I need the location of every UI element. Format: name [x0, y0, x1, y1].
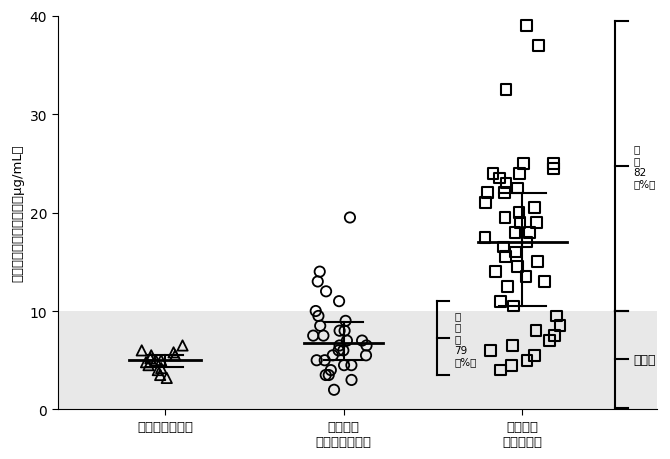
Point	[498, 244, 509, 251]
Point	[511, 249, 521, 256]
Point	[346, 376, 357, 384]
Point	[308, 332, 318, 340]
Point	[496, 367, 507, 374]
Point	[338, 347, 348, 354]
Point	[531, 327, 541, 335]
Point	[321, 288, 332, 295]
Point	[549, 332, 559, 340]
Point	[334, 298, 344, 305]
Point	[522, 239, 533, 246]
Point	[155, 371, 165, 379]
Point	[548, 160, 559, 168]
Point	[334, 342, 345, 349]
Point	[531, 219, 542, 227]
Point	[514, 170, 525, 178]
Point	[156, 364, 167, 372]
Point	[318, 332, 329, 340]
Point	[494, 175, 505, 182]
Point	[548, 165, 559, 173]
Point	[360, 352, 371, 359]
Point	[507, 362, 517, 369]
Point	[143, 362, 154, 369]
Point	[161, 375, 172, 382]
Point	[488, 170, 498, 178]
Text: 感
度
82
（%）: 感 度 82 （%）	[633, 144, 656, 189]
Point	[514, 209, 525, 217]
Point	[513, 185, 523, 192]
Point	[150, 357, 161, 364]
Point	[320, 371, 331, 379]
Point	[480, 234, 490, 241]
Point	[313, 313, 324, 320]
Point	[339, 362, 350, 369]
Point	[522, 357, 533, 364]
Point	[346, 362, 356, 369]
Point	[521, 23, 532, 30]
Point	[515, 219, 525, 227]
Text: 正常域: 正常域	[633, 353, 656, 366]
Point	[312, 357, 322, 364]
Point	[485, 347, 496, 354]
Text: 特
異
度
79
（%）: 特 異 度 79 （%）	[454, 310, 477, 366]
Point	[146, 352, 157, 359]
Point	[499, 190, 510, 197]
Point	[333, 347, 344, 354]
Point	[155, 357, 166, 364]
Point	[310, 308, 321, 315]
Point	[495, 298, 506, 305]
Point	[315, 322, 326, 330]
Point	[328, 352, 338, 359]
Point	[500, 87, 511, 94]
Point	[507, 342, 518, 349]
Point	[314, 269, 325, 276]
Point	[500, 214, 511, 222]
Point	[500, 254, 511, 261]
Point	[320, 357, 330, 364]
Point	[145, 355, 155, 362]
Y-axis label: 脳型トランスフェリン（μg/mL）: 脳型トランスフェリン（μg/mL）	[11, 145, 24, 282]
Point	[339, 327, 350, 335]
Point	[524, 229, 535, 236]
Point	[312, 278, 323, 285]
Point	[340, 318, 351, 325]
Bar	[58, 311, 657, 409]
Point	[502, 283, 513, 291]
Point	[342, 337, 352, 344]
Point	[168, 349, 179, 356]
Point	[482, 190, 492, 197]
Point	[539, 278, 550, 285]
Point	[513, 263, 523, 271]
Point	[509, 303, 519, 310]
Point	[152, 367, 163, 374]
Point	[344, 214, 355, 222]
Point	[177, 342, 188, 349]
Point	[329, 386, 340, 394]
Point	[324, 371, 334, 379]
Point	[521, 273, 531, 280]
Point	[480, 200, 491, 207]
Point	[361, 342, 372, 349]
Point	[334, 327, 345, 335]
Point	[518, 160, 529, 168]
Point	[170, 352, 180, 359]
Point	[500, 180, 511, 187]
Point	[529, 352, 540, 359]
Point	[510, 229, 521, 236]
Point	[532, 258, 543, 266]
Point	[551, 313, 562, 320]
Point	[533, 42, 544, 50]
Point	[356, 337, 367, 344]
Point	[555, 322, 565, 330]
Point	[137, 347, 147, 354]
Point	[529, 205, 539, 212]
Point	[326, 367, 336, 374]
Point	[141, 359, 151, 366]
Point	[490, 269, 501, 276]
Point	[544, 337, 555, 344]
